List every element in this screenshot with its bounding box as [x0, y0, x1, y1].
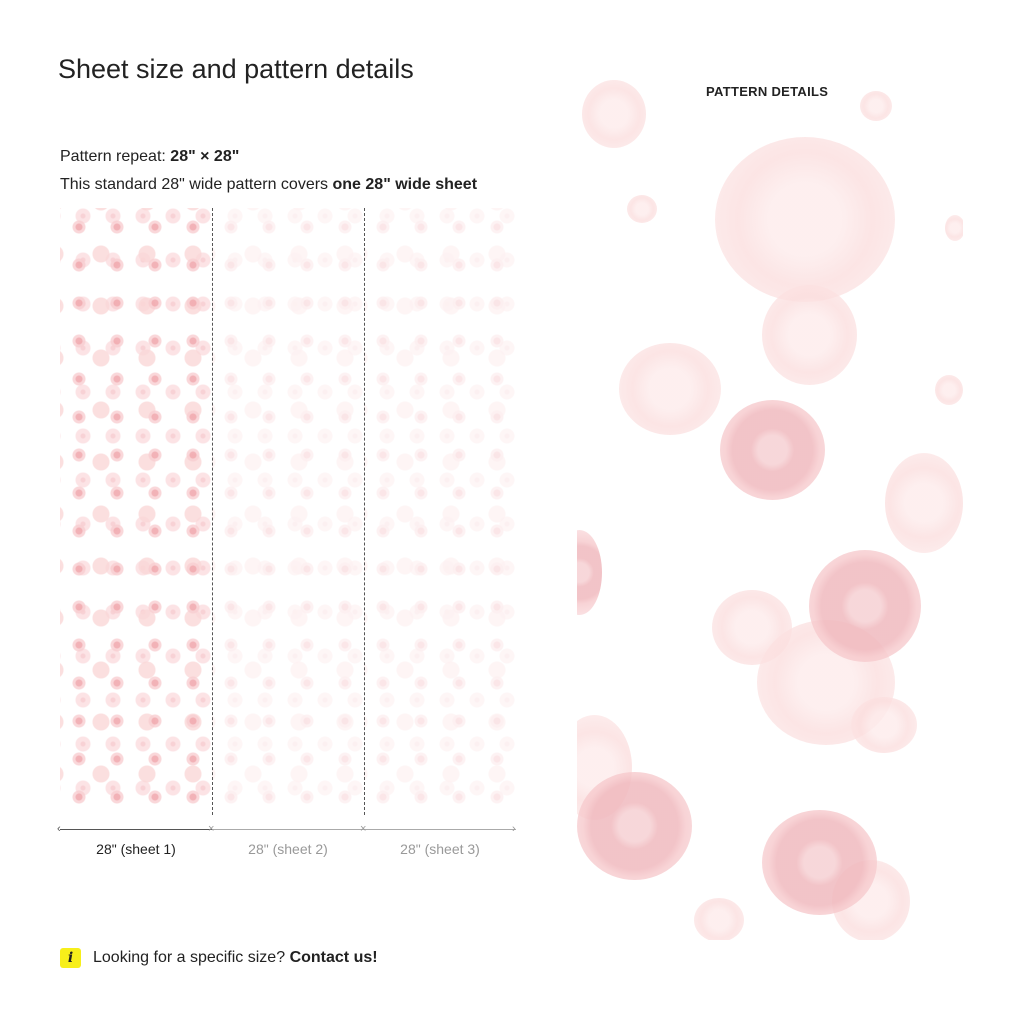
contact-note: i Looking for a specific size? Contact u…	[60, 948, 378, 968]
coverage-label: This standard 28" wide pattern covers	[60, 176, 329, 193]
sheet-3-label: 28" (sheet 3)	[400, 841, 480, 857]
cross-mark-icon: ×	[360, 823, 367, 835]
pattern-details-title: PATTERN DETAILS	[706, 84, 829, 99]
watercolor-circle	[715, 137, 895, 302]
cross-mark-icon: ×	[208, 823, 215, 835]
watercolor-circle	[860, 91, 892, 121]
sheet-2-preview	[212, 208, 364, 815]
sheet-1-preview	[60, 208, 212, 815]
sheet-2-dimension-line	[212, 829, 364, 830]
watercolor-circle	[762, 810, 877, 915]
watercolor-circle	[945, 215, 963, 241]
watercolor-circle	[851, 697, 917, 753]
watercolor-circle	[582, 80, 646, 148]
contact-link[interactable]: Contact us!	[289, 949, 378, 966]
watercolor-circle	[627, 195, 657, 223]
watercolor-circle	[885, 453, 963, 553]
watercolor-circle	[577, 530, 602, 615]
arrow-left-icon: ‹	[57, 823, 61, 835]
sheet-1-dimension-line	[60, 829, 212, 830]
arrow-right-icon: ›	[512, 823, 516, 835]
watercolor-circle	[809, 550, 921, 662]
repeat-value: 28" × 28"	[170, 148, 240, 165]
watercolor-circle	[720, 400, 825, 500]
page-title: Sheet size and pattern details	[58, 54, 414, 84]
sheet-divider	[364, 208, 365, 815]
watercolor-circle	[694, 898, 744, 940]
sheet-3-dimension-line	[364, 829, 516, 830]
pattern-repeat: Pattern repeat: 28" × 28"	[60, 148, 239, 166]
sheet-3-preview	[364, 208, 516, 815]
sheet-divider	[212, 208, 213, 815]
contact-question: Looking for a specific size?	[93, 949, 286, 966]
repeat-label: Pattern repeat:	[60, 148, 166, 165]
watercolor-circle	[577, 772, 692, 880]
sheet-1-label: 28" (sheet 1)	[96, 841, 176, 857]
pattern-detail-image	[577, 75, 963, 940]
info-icon: i	[60, 948, 81, 968]
coverage-value: one 28" wide sheet	[332, 176, 478, 193]
watercolor-circle	[935, 375, 963, 405]
coverage-text: This standard 28" wide pattern covers on…	[60, 176, 477, 194]
watercolor-circle	[619, 343, 721, 435]
watercolor-circle	[762, 285, 857, 385]
sheet-2-label: 28" (sheet 2)	[248, 841, 328, 857]
